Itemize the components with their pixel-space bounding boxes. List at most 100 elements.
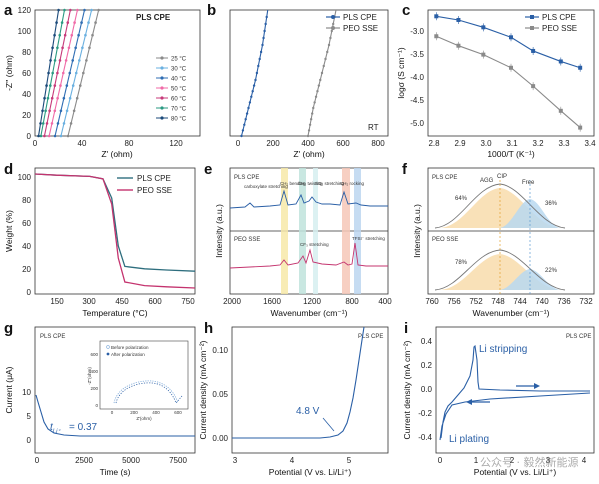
data-point [41, 122, 45, 125]
highlight-band [342, 168, 350, 294]
y-tick: 20 [22, 265, 31, 274]
panel-label-a: a [4, 2, 13, 19]
data-point [88, 46, 91, 50]
x-tick: 3.2 [532, 139, 544, 148]
annotation: SO₂ stretching [315, 181, 345, 186]
data-point [46, 96, 50, 100]
data-point [56, 46, 59, 50]
y-tick: 0 [27, 132, 32, 141]
x-axis-label-f: Wavenumber (cm⁻¹) [473, 308, 550, 318]
data-point [53, 134, 57, 138]
ftir-spectrum-peo [229, 242, 388, 269]
data-point [43, 134, 46, 138]
legend-b: PLS CPE PEO SSE [326, 13, 378, 33]
y-tick: -4.0 [410, 73, 424, 82]
highlight-band [313, 168, 318, 294]
x-tick: 150 [50, 297, 64, 306]
x-tick: 5000 [122, 456, 140, 465]
highlight-band [281, 168, 288, 294]
panel-a-title: PLS CPE [136, 13, 171, 22]
x-tick: 400 [378, 297, 392, 306]
pct-label: 22% [545, 268, 558, 274]
x-tick: 600 [148, 297, 162, 306]
legend-label: 40 °C [171, 77, 187, 83]
y-axis-label-e: Intensity (a.u.) [214, 204, 224, 258]
x-tick: 748 [491, 297, 505, 306]
data-point [68, 71, 72, 75]
legend-c: PLS CPE PEO SSE [525, 13, 577, 33]
impedance-lines-a [37, 8, 100, 138]
y-tick: 0.0 [421, 385, 433, 394]
x-axis-label-i: Potential (V vs. Li/Li⁺) [474, 467, 557, 477]
panel-e: e PLS CPE carboxylate stretching CH₂ ben… [204, 161, 392, 318]
tli-value: = 0.37 [69, 422, 98, 433]
x-tick: 400 [301, 139, 315, 148]
data-point [58, 59, 62, 62]
plot-frame-c [427, 9, 595, 137]
data-point [56, 122, 60, 125]
y-tick: -4.5 [410, 96, 424, 105]
y-ticks-d: 0 20 40 60 80 100 [18, 173, 32, 297]
legend-label: 50 °C [171, 87, 187, 93]
x-tick: 2500 [75, 456, 93, 465]
y-tick: 40 [22, 242, 31, 251]
x-tick: 3.3 [558, 139, 570, 148]
data-point [87, 21, 90, 24]
inset-arc-after [115, 382, 183, 404]
voltage-pointer [322, 417, 335, 432]
panel-i: i PLS CPE Li stripping Li plating 0 1 2 … [402, 320, 595, 477]
data-point [245, 112, 249, 115]
x-tick: 0 [33, 139, 38, 148]
data-point [41, 109, 44, 113]
inset-x-tick: 400 [152, 410, 160, 415]
x-tick: 1 [474, 456, 479, 465]
x-ticks-d: 150 300 450 600 750 [50, 297, 195, 306]
annotation: carboxylate stretching [244, 184, 288, 189]
inset-x-tick: 0 [111, 410, 114, 415]
spectrum-title: PEO SSE [432, 237, 458, 243]
data-point [262, 36, 265, 40]
polarization-curve [35, 394, 195, 437]
spectrum-title: PLS CPE [432, 175, 457, 181]
data-point [81, 46, 84, 50]
data-point [94, 21, 97, 24]
x-tick: 800 [345, 297, 359, 306]
data-point [251, 90, 254, 93]
stripping-label: Li stripping [479, 344, 527, 355]
data-point [39, 134, 43, 138]
legend-label: 60 °C [171, 97, 187, 103]
data-point [67, 46, 71, 50]
data-point [62, 122, 66, 125]
x-tick: 2.8 [428, 139, 440, 148]
panel-b: b PLS CPE PEO SSE RT 0 200 400 600 800 Z… [207, 2, 389, 159]
legend-marker [160, 116, 164, 120]
data-point [73, 21, 76, 24]
legend-marker-peo [530, 26, 534, 30]
plot-frame-g [34, 326, 196, 454]
lsv-curve [232, 326, 365, 439]
voltage-label: 4.8 V [296, 406, 320, 417]
panel-d: d PLS CPE PEO SSE 150 300 450 600 750 0 … [4, 161, 196, 318]
data-point [314, 95, 318, 99]
x-ticks-c: 2.8 2.9 3.0 3.1 3.2 3.3 3.4 [428, 139, 596, 148]
y-axis-label-d: Weight (%) [4, 210, 14, 252]
data-point [74, 71, 78, 75]
annotation: TFSI⁻ stretching [352, 236, 385, 241]
x-axis-label-c: 1000/T (K⁻¹) [487, 149, 534, 159]
panel-label-i: i [404, 320, 408, 337]
data-point [61, 71, 65, 75]
x-tick: 3.1 [506, 139, 518, 148]
y-tick: 100 [18, 27, 32, 36]
data-point [308, 123, 312, 127]
x-tick: 4 [582, 456, 587, 465]
x-tick: 4 [290, 456, 295, 465]
annotation: CH₂ rocking [340, 181, 365, 186]
data-point [312, 106, 315, 110]
data-point [329, 36, 332, 40]
rt-note: RT [368, 123, 379, 132]
data-point [326, 50, 329, 54]
data-point [61, 46, 64, 50]
inset-legend-label: After polarization [111, 352, 145, 357]
arrow-left-icon [466, 399, 490, 405]
data-point [97, 8, 100, 12]
